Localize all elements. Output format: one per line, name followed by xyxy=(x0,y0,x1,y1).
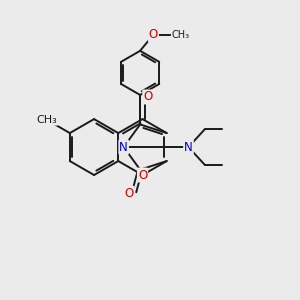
Text: O: O xyxy=(149,28,158,41)
Text: CH₃: CH₃ xyxy=(172,30,190,40)
Text: CH₃: CH₃ xyxy=(37,115,58,125)
Text: N: N xyxy=(119,141,128,154)
Text: N: N xyxy=(184,141,193,154)
Text: O: O xyxy=(124,187,134,200)
Text: O: O xyxy=(138,169,147,182)
Text: O: O xyxy=(143,91,152,103)
